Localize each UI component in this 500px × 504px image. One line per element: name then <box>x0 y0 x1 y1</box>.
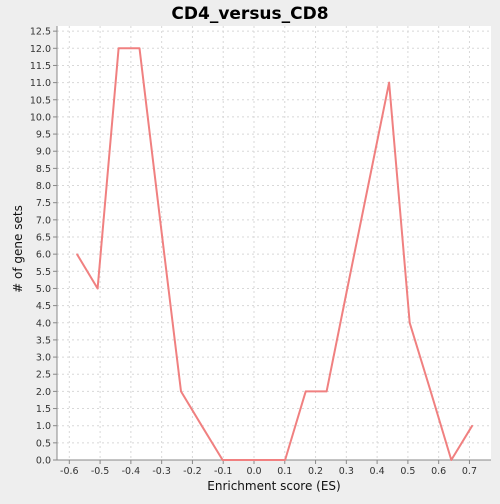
y-tick-label: 7.5 <box>36 198 51 209</box>
x-tick-label: 0.3 <box>339 466 354 477</box>
data-point <box>325 390 328 393</box>
y-tick-label: 5.0 <box>36 284 51 295</box>
data-point <box>429 390 432 393</box>
y-tick-label: 12.5 <box>30 27 51 38</box>
data-point <box>180 390 182 393</box>
y-tick-label: 12.0 <box>30 44 51 55</box>
x-tick-label: 0.7 <box>462 466 477 477</box>
x-tick-label: -0.5 <box>91 466 110 477</box>
y-tick-label: 8.5 <box>36 164 51 175</box>
data-point <box>138 47 141 50</box>
y-axis-ticks: 0.0 0.5 1.0 1.5 2.0 2.5 3.0 3.5 4.0 4.5 5.0 5.5 6.0 6… <box>30 27 57 467</box>
x-tick-label: -0.4 <box>122 466 141 477</box>
x-tick-label: 0.1 <box>277 466 292 477</box>
y-tick-label: 6.0 <box>36 250 51 261</box>
y-tick-label: 0.0 <box>36 456 51 467</box>
y-tick-label: 2.0 <box>36 387 51 398</box>
y-tick-label: 2.5 <box>36 370 51 381</box>
data-point <box>221 459 224 461</box>
x-tick-label: 0.5 <box>400 466 415 477</box>
y-tick-label: 5.5 <box>36 267 51 278</box>
y-axis-label: # of gene sets <box>11 205 25 293</box>
x-tick-label: 0.6 <box>431 466 446 477</box>
y-tick-label: 3.5 <box>36 335 51 346</box>
data-point <box>117 47 120 50</box>
x-tick-label: -0.2 <box>183 466 202 477</box>
y-tick-label: 8.0 <box>36 181 51 192</box>
data-point <box>346 287 349 290</box>
data-point <box>284 459 286 461</box>
x-axis-ticks: -0.6 -0.5 -0.4 -0.3 -0.2 -0.1 0.0 0.1 0.2 0.3 0.4 0… <box>60 460 477 477</box>
y-tick-label: 11.0 <box>30 78 51 89</box>
data-point <box>200 424 203 427</box>
y-tick-label: 10.0 <box>30 112 51 123</box>
y-tick-label: 4.5 <box>36 301 51 312</box>
data-point <box>96 287 99 290</box>
data-point <box>76 253 78 255</box>
y-tick-label: 3.0 <box>36 353 51 364</box>
series-line <box>76 47 474 461</box>
y-tick-label: 10.5 <box>30 95 51 106</box>
y-tick-label: 7.0 <box>36 215 51 226</box>
data-point <box>388 81 390 84</box>
data-point <box>367 184 369 187</box>
x-axis-label: Enrichment score (ES) <box>207 479 340 493</box>
x-tick-label: -0.3 <box>152 466 171 477</box>
y-tick-label: 6.5 <box>36 232 51 243</box>
series-layer <box>76 47 474 461</box>
grid-lines <box>57 26 491 461</box>
y-tick-label: 1.5 <box>36 404 51 415</box>
y-tick-label: 0.5 <box>36 438 51 449</box>
chart-title: CD4_versus_CD8 <box>171 4 328 24</box>
data-point <box>471 424 474 427</box>
x-tick-label: 0.0 <box>246 466 261 477</box>
data-point <box>159 219 161 221</box>
y-tick-label: 9.5 <box>36 130 51 141</box>
data-point <box>263 459 265 461</box>
data-point <box>408 321 411 324</box>
y-tick-label: 1.0 <box>36 421 51 432</box>
data-point <box>450 459 453 461</box>
x-tick-label: 0.4 <box>370 466 385 477</box>
y-tick-label: 11.5 <box>30 61 51 72</box>
x-tick-label: -0.6 <box>60 466 79 477</box>
x-tick-label: -0.1 <box>214 466 233 477</box>
data-point <box>242 459 245 461</box>
y-tick-label: 9.0 <box>36 147 51 158</box>
plot-area <box>57 26 491 460</box>
data-point <box>304 390 307 393</box>
x-tick-label: 0.2 <box>308 466 323 477</box>
y-tick-label: 4.0 <box>36 318 51 329</box>
